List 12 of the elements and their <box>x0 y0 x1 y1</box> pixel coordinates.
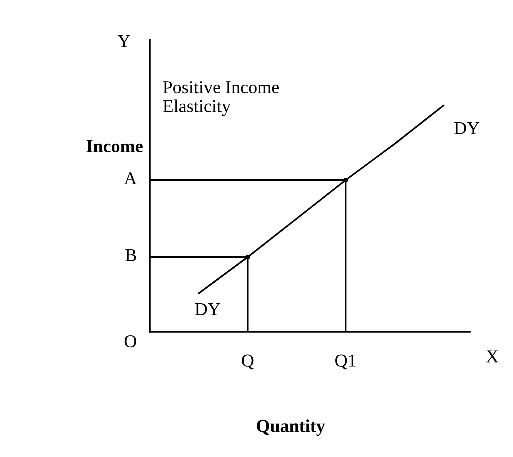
x-axis-title: Quantity <box>257 420 326 436</box>
text: B <box>126 249 136 262</box>
text: O <box>124 335 136 348</box>
x-tick-label: Q <box>242 354 254 370</box>
annotation: DY <box>454 122 480 134</box>
annotation: DY <box>195 304 220 316</box>
text: A <box>124 172 138 184</box>
text: X <box>486 350 499 363</box>
text: Y <box>118 35 130 48</box>
y-axis-title: Income <box>86 140 143 153</box>
annotation: Positive Income Elasticity <box>163 81 280 116</box>
x-tick-label: Q1 <box>336 354 356 370</box>
